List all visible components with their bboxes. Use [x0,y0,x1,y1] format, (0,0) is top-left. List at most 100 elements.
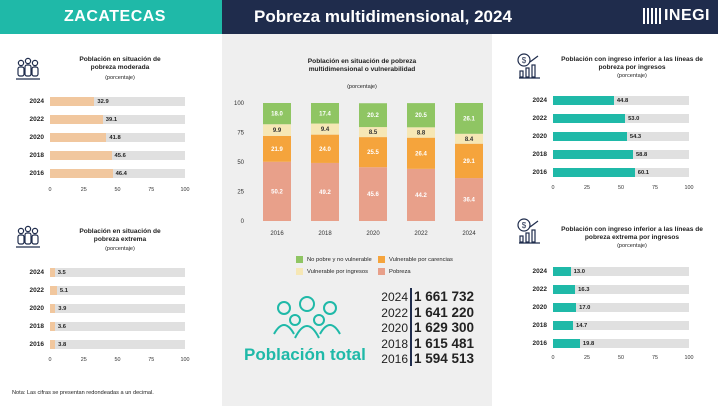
segment-value-label: 9.4 [321,127,330,133]
legend-swatch [296,268,303,275]
chart-subtitle-multidimensional: (porcentaje) [347,84,377,90]
page-title: Pobreza multidimensional, 2024 [254,7,512,26]
bar-value-label: 13.0 [573,268,585,275]
population-label: Población total [244,345,366,364]
inegi-logo: INEGI [642,7,710,25]
stacked-bar-segment [359,103,387,128]
legend-label: Pobreza [389,268,411,275]
bar [50,151,112,160]
bar-category-label: 2024 [29,98,44,105]
bar [553,132,627,141]
bar-value-label: 44.8 [616,97,629,104]
inegi-logo-text: INEGI [663,7,710,24]
axis-tick-label: 75 [652,185,658,191]
bar-value-label: 3.6 [57,323,66,330]
axis-tick-label: 100 [684,185,694,191]
segment-value-label: 8.5 [369,130,378,136]
bar-category-label: 2018 [29,323,44,330]
chart-title-multidimensional: Población en situación de pobreza multid… [307,58,417,73]
bar-category-label: 2020 [532,133,547,140]
bar-category-label: 2020 [532,304,547,311]
bar [553,168,635,177]
stacked-bar-segment [263,135,291,162]
axis-tick-label: 100 [684,355,694,361]
stacked-bar-segment [407,137,435,169]
segment-value-label: 45.6 [367,192,379,198]
bar [553,303,577,312]
stacked-bar-segment [263,161,291,221]
bar [50,340,56,349]
y-tick-label: 25 [237,190,244,196]
bar [50,169,113,178]
axis-tick-label: 50 [618,355,624,361]
bar-track [50,97,185,106]
bar-track [553,114,689,123]
x-tick-label: 2018 [318,231,332,237]
stacked-bar-segment [455,103,483,134]
bar-value-label: 53.0 [628,115,640,122]
population-year: 2024 [381,290,408,304]
bar-value-label: 45.6 [114,152,126,159]
stacked-bar-segment [455,133,483,144]
segment-value-label: 20.5 [415,113,427,119]
population-year: 2018 [381,336,408,351]
bar-value-label: 3.5 [57,269,66,276]
axis-tick-label: 100 [180,187,190,193]
stacked-bar-segment [311,162,339,221]
legend-swatch [378,256,385,263]
footnote: Nota: Las cifras se presentan redondeada… [12,390,154,396]
stacked-bar-segment [263,103,291,125]
chart-subtitle-extrema: (porcentaje) [105,246,135,252]
legend-label: No pobre y no vulnerable [307,256,372,263]
bar-value-label: 46.4 [115,170,127,177]
segment-value-label: 25.5 [367,150,379,156]
chart-subtitle-ingresos: (porcentaje) [617,73,647,79]
x-tick-label: 2016 [270,231,284,237]
axis-tick-label: 25 [584,185,590,191]
bar [50,286,57,295]
state-name: ZACATECAS [64,8,166,25]
bar-value-label: 41.8 [109,134,121,141]
bar-value-label: 58.8 [635,151,648,158]
bar-value-label: 54.3 [629,133,642,140]
bar [553,96,614,105]
bar [50,322,55,331]
bar-track [50,322,185,331]
population-year: 2016 [381,352,408,366]
segment-value-label: 24.0 [319,147,331,153]
legend-label: Vulnerable por ingresos [307,268,369,275]
axis-tick-label: 0 [551,355,555,361]
stacked-bar-segment [407,168,435,221]
bar-category-label: 2018 [532,151,547,158]
chart-title-extrema: Población en situación de pobreza extrem… [79,228,161,243]
svg-text:$: $ [522,221,527,230]
population-value: 1 629 300 [414,320,475,335]
bar-value-label: 16.3 [578,286,590,293]
legend-swatch [296,256,303,263]
population-divider [410,288,412,366]
chart-title-ingresos-extrema: Población con ingreso inferior a las lín… [561,226,703,241]
stacked-bar-segment [359,167,387,221]
population-row: 2024 1 661 732 [366,288,496,304]
bar-category-label: 2022 [29,116,44,123]
population-year: 2022 [381,305,408,320]
segment-value-label: 20.2 [367,113,379,119]
stacked-bar-segment [263,124,291,136]
axis-tick-label: 50 [114,357,121,363]
bar-track [50,304,185,313]
legend-label: Vulnerable por carencias [389,256,453,263]
bar-category-label: 2022 [532,286,547,293]
bar [50,268,55,277]
bar-track [553,132,689,141]
segment-value-label: 8.8 [417,131,426,137]
bar-value-label: 32.9 [97,98,109,105]
legend-item: Vulnerable por ingresos [296,268,368,275]
bar-category-label: 2016 [29,341,44,348]
x-tick-label: 2022 [414,231,428,237]
population-year: 2020 [381,321,408,335]
axis-tick-label: 50 [114,187,121,193]
population-value: 1 594 513 [414,351,475,366]
bar [553,114,626,123]
bar-category-label: 2022 [532,115,547,122]
axis-tick-label: 0 [48,187,52,193]
